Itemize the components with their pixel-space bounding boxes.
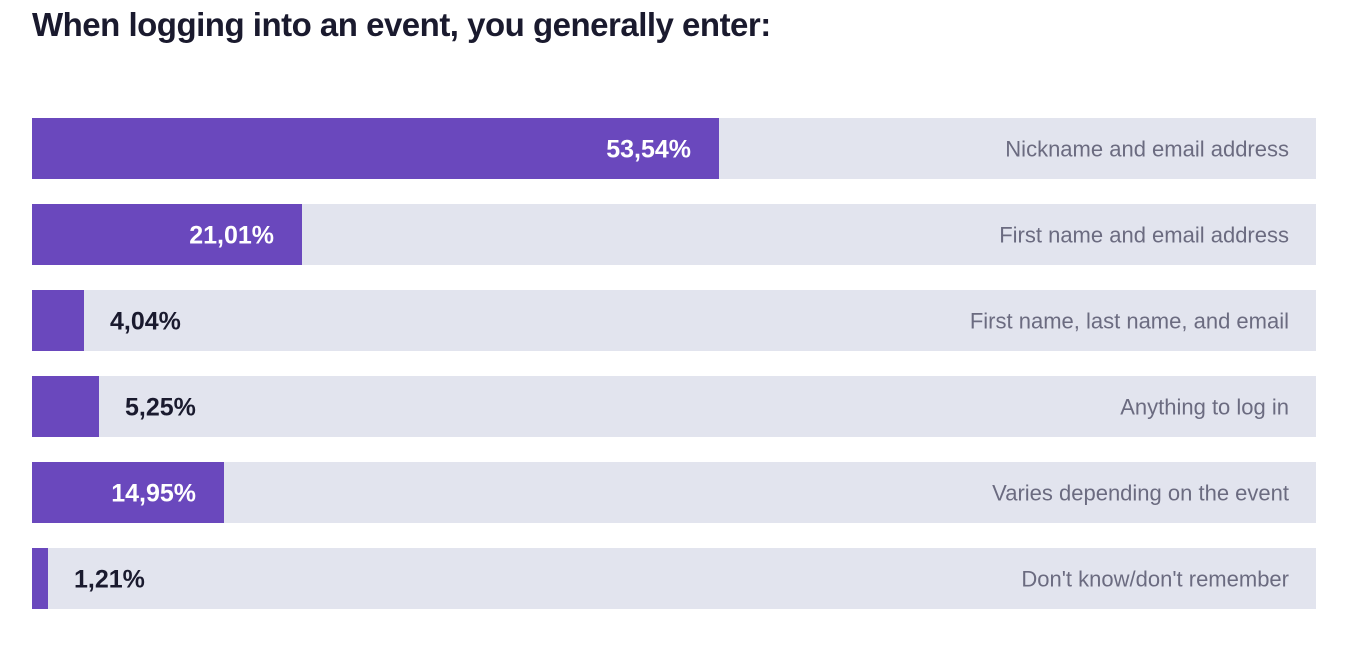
bar [32,118,719,179]
bar-row: 5,25% Anything to log in [32,376,1316,437]
bar-track [32,290,1316,351]
bar-track [32,376,1316,437]
category-label: First name and email address [999,223,1289,248]
category-label: Varies depending on the event [992,481,1289,506]
value-label: 21,01% [189,222,274,250]
bar-row: 4,04% First name, last name, and email [32,290,1316,351]
bar [32,290,84,351]
bar [32,462,224,523]
bar-row: 1,21% Don't know/don't remember [32,548,1316,609]
bar-row: 21,01% First name and email address [32,204,1316,265]
category-label: Anything to log in [1120,395,1289,420]
category-label: First name, last name, and email [970,309,1289,334]
chart-title: When logging into an event, you generall… [32,6,771,43]
bar-row: 14,95% Varies depending on the event [32,462,1316,523]
value-label: 5,25% [125,394,196,422]
bar-track [32,548,1316,609]
bar [32,376,99,437]
bar [32,204,302,265]
bar-row: 53,54% Nickname and email address [32,118,1316,179]
bar [32,548,48,609]
category-label: Don't know/don't remember [1021,567,1289,592]
bar-track [32,462,1316,523]
value-label: 14,95% [111,480,196,508]
value-label: 4,04% [110,308,181,336]
value-label: 1,21% [74,566,145,594]
category-label: Nickname and email address [1005,137,1289,162]
value-label: 53,54% [606,136,691,164]
